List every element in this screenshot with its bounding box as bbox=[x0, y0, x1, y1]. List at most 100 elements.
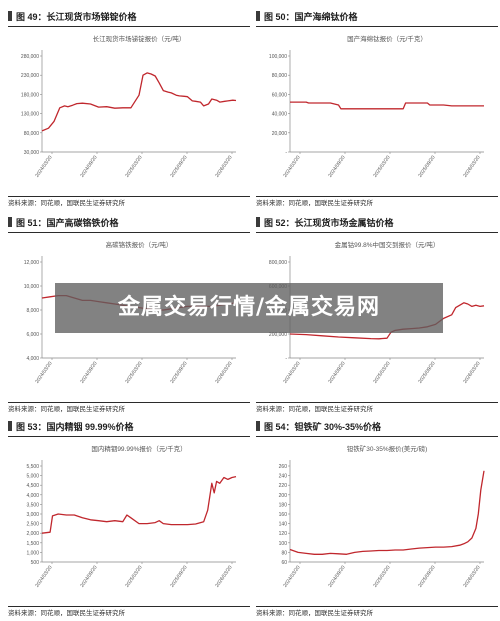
x-tick-label: 2024/03/20 bbox=[34, 155, 53, 179]
panel-title: 图 51：国产高碳铬铁价格 bbox=[8, 214, 250, 233]
y-tick-label: 180 bbox=[279, 502, 288, 508]
x-tick-label: 2025/03/20 bbox=[124, 155, 143, 179]
x-tick-label: 2024/03/20 bbox=[34, 361, 53, 385]
title-marker bbox=[256, 421, 260, 431]
x-tick-label: 2025/09/20 bbox=[417, 155, 436, 179]
title-marker bbox=[256, 217, 260, 227]
chart-panel-titanium-sponge: 图 50：国产海绵钛价格 国产海绵钛报价（元/千克） - 20,000 40,000 6… bbox=[256, 8, 498, 210]
chart-title: 长江现货市场锑锭报价（元/吨） bbox=[93, 34, 186, 43]
line-chart: 钽铁矿30-35%报价(美元/磅) 60 80 100 120 140 160 180 200 2… bbox=[279, 444, 485, 589]
title-marker bbox=[8, 11, 12, 21]
y-tick-label: 140 bbox=[279, 522, 288, 528]
x-tick-label: 2026/03/20 bbox=[214, 565, 233, 589]
chart-title: 钽铁矿30-35%报价(美元/磅) bbox=[347, 444, 428, 453]
panel-title: 图 50：国产海绵钛价格 bbox=[256, 8, 498, 27]
y-tick-label: 180,000 bbox=[21, 92, 39, 98]
line-chart: 国内精铟99.99%报价（元/千克） 500 1,000 1,500 2,000 2,50… bbox=[26, 444, 237, 589]
source-note: 资料来源：同花顺，国联民生证券研究所 bbox=[256, 606, 498, 621]
y-tick-label: 200 bbox=[279, 493, 288, 499]
line-chart: 国产海绵钛报价（元/千克） - 20,000 40,000 60,000 80,000 10… bbox=[269, 34, 484, 179]
y-tick-label: 12,000 bbox=[24, 260, 40, 266]
x-tick-label: 2025/09/20 bbox=[169, 155, 188, 179]
y-tick-label: 800,000 bbox=[269, 260, 287, 266]
y-tick-label: 80,000 bbox=[272, 73, 288, 79]
panel-title-text: 图 53：国内精铟 99.99%价格 bbox=[16, 422, 134, 432]
panel-title-text: 图 49：长江现货市场锑锭价格 bbox=[16, 12, 137, 22]
y-tick-label: 200,000 bbox=[269, 332, 287, 338]
y-tick-label: 230,000 bbox=[21, 73, 39, 79]
y-tick-label: 80,000 bbox=[24, 131, 40, 137]
y-tick-label: 4,000 bbox=[26, 356, 39, 362]
x-tick-label: 2025/09/20 bbox=[169, 361, 188, 385]
price-series-line bbox=[290, 101, 484, 110]
y-tick-label: 10,000 bbox=[24, 284, 40, 290]
chart-panel-tantalite: 图 54：钽铁矿 30%-35%价格 钽铁矿30-35%报价(美元/磅) 60 80… bbox=[256, 418, 498, 620]
y-tick-label: 130,000 bbox=[21, 112, 39, 118]
x-tick-label: 2025/09/20 bbox=[417, 361, 436, 385]
x-tick-label: 2024/09/20 bbox=[327, 361, 346, 385]
y-tick-label: 5,000 bbox=[26, 474, 39, 480]
chart-title: 国内精铟99.99%报价（元/千克） bbox=[91, 444, 186, 453]
source-note: 资料来源：同花顺，国联民生证券研究所 bbox=[256, 402, 498, 417]
y-tick-label: 3,000 bbox=[26, 512, 39, 518]
y-tick-label: 100 bbox=[279, 541, 288, 547]
y-tick-label: 1,000 bbox=[26, 550, 39, 556]
panel-title-text: 图 54：钽铁矿 30%-35%价格 bbox=[264, 422, 382, 432]
line-chart: 长江现货市场锑锭报价（元/吨） 30,000 80,000 130,000 180,00… bbox=[21, 34, 237, 179]
x-tick-label: 2024/09/20 bbox=[79, 565, 98, 589]
x-tick-label: 2024/03/20 bbox=[282, 155, 301, 179]
y-tick-label: 4,500 bbox=[26, 483, 39, 489]
x-tick-label: 2024/03/20 bbox=[34, 565, 53, 589]
y-tick-label: 280,000 bbox=[21, 54, 39, 60]
y-tick-label: 5,500 bbox=[26, 464, 39, 470]
y-tick-label: 240 bbox=[279, 474, 288, 480]
y-tick-label: - bbox=[285, 150, 287, 156]
x-tick-label: 2024/09/20 bbox=[327, 565, 346, 589]
y-tick-label: 100,000 bbox=[269, 54, 287, 60]
x-tick-label: 2025/03/20 bbox=[372, 155, 391, 179]
x-tick-label: 2026/03/20 bbox=[214, 155, 233, 179]
chart-panel-ferrochrome: 图 51：国产高碳铬铁价格 高碳铬铁报价（元/吨） 4,000 6,000 8,000… bbox=[8, 214, 250, 416]
y-tick-label: 2,500 bbox=[26, 522, 39, 528]
y-tick-label: 60,000 bbox=[272, 92, 288, 98]
chart-title: 国产海绵钛报价（元/千克） bbox=[347, 34, 427, 43]
chart-panel-antimony: 图 49：长江现货市场锑锭价格 长江现货市场锑锭报价（元/吨） 30,000 80,… bbox=[8, 8, 250, 210]
y-tick-label: 120 bbox=[279, 531, 288, 537]
panel-title: 图 54：钽铁矿 30%-35%价格 bbox=[256, 418, 498, 437]
x-tick-label: 2025/03/20 bbox=[372, 565, 391, 589]
x-tick-label: 2025/03/20 bbox=[124, 565, 143, 589]
x-tick-label: 2024/09/20 bbox=[79, 155, 98, 179]
source-note: 资料来源：同花顺，国联民生证券研究所 bbox=[8, 402, 250, 417]
price-series-line bbox=[289, 470, 485, 555]
y-tick-label: 8,000 bbox=[26, 308, 39, 314]
price-series-line bbox=[41, 475, 237, 534]
panel-title: 图 53：国内精铟 99.99%价格 bbox=[8, 418, 250, 437]
x-tick-label: 2026/03/20 bbox=[214, 361, 233, 385]
y-tick-label: 160 bbox=[279, 512, 288, 518]
source-note: 资料来源：同花顺，国联民生证券研究所 bbox=[8, 196, 250, 211]
y-tick-label: - bbox=[285, 356, 287, 362]
chart-title: 高碳铬铁报价（元/吨） bbox=[106, 240, 173, 249]
y-tick-label: 2,000 bbox=[26, 531, 39, 537]
x-tick-label: 2025/09/20 bbox=[417, 565, 436, 589]
y-tick-label: 500 bbox=[31, 560, 40, 566]
y-tick-label: 40,000 bbox=[272, 112, 288, 118]
y-tick-label: 260 bbox=[279, 464, 288, 470]
watermark-banner: 金属交易行情/金属交易网 bbox=[55, 283, 443, 333]
title-marker bbox=[256, 11, 260, 21]
x-tick-label: 2025/03/20 bbox=[124, 361, 143, 385]
source-note: 资料来源：同花顺，国联民生证券研究所 bbox=[8, 606, 250, 621]
y-tick-label: 60 bbox=[281, 560, 287, 566]
y-tick-label: 220 bbox=[279, 483, 288, 489]
chart-panel-indium: 图 53：国内精铟 99.99%价格 国内精铟99.99%报价（元/千克） 500… bbox=[8, 418, 250, 620]
y-tick-label: 3,500 bbox=[26, 502, 39, 508]
panel-title-text: 图 51：国产高碳铬铁价格 bbox=[16, 218, 119, 228]
panel-title: 图 52：长江现货市场金属钴价格 bbox=[256, 214, 498, 233]
y-tick-label: 1,500 bbox=[26, 541, 39, 547]
watermark-banner-text: 金属交易行情/金属交易网 bbox=[117, 295, 381, 320]
y-tick-label: 20,000 bbox=[272, 131, 288, 137]
x-tick-label: 2024/09/20 bbox=[327, 155, 346, 179]
x-tick-label: 2024/03/20 bbox=[282, 361, 301, 385]
source-note: 资料来源：同花顺，国联民生证券研究所 bbox=[256, 196, 498, 211]
x-tick-label: 2025/03/20 bbox=[372, 361, 391, 385]
